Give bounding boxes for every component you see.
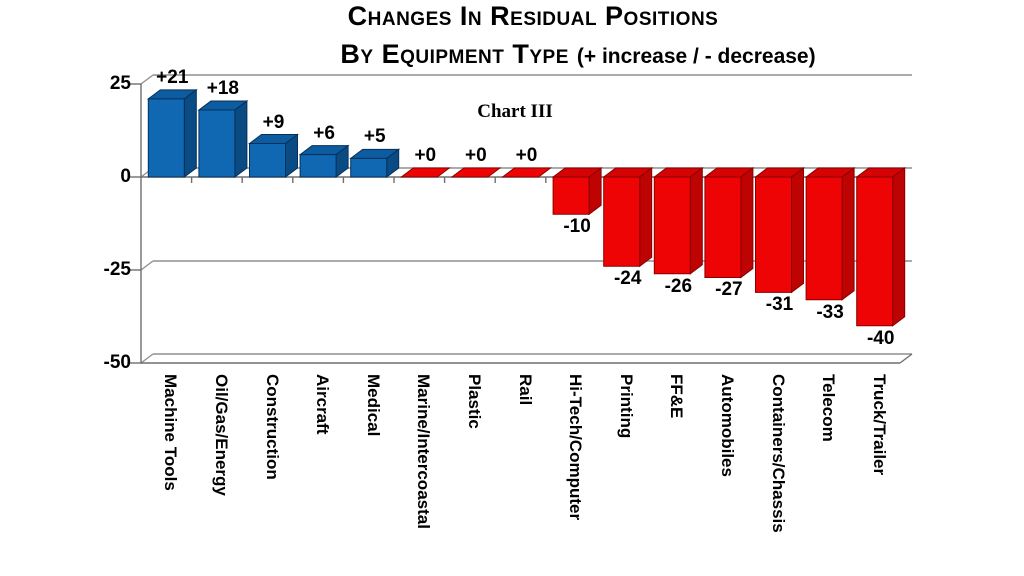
bar-face-front [755, 176, 792, 293]
bar-face-front [552, 176, 590, 215]
bar-face-top [399, 167, 451, 178]
chart-annotation: Chart III [477, 101, 553, 122]
bar-telecom [804, 167, 856, 301]
chart-title-line2: By Equipment Type (+ increase / - decreas… [178, 39, 978, 70]
wall-diagonal--25 [140, 260, 154, 271]
wall-diagonal-25 [140, 74, 154, 85]
bar-marine-intercoastal [399, 167, 451, 178]
bar-face-front [249, 143, 286, 178]
floor-right-diagonal [899, 353, 913, 364]
bar-face-side [689, 167, 703, 275]
bar-face-top [501, 167, 552, 178]
bar-printing [602, 167, 654, 268]
bar-ff-e [652, 167, 704, 275]
bar-containers-chassis [754, 167, 805, 294]
bar-face-side [791, 167, 804, 294]
bar-rail [501, 167, 552, 178]
bar-construction [248, 133, 299, 178]
bar-oil-gas-energy [197, 100, 249, 178]
bar-face-side [639, 167, 653, 268]
chart-title-line1: Changes In Residual Positions [347, 1, 719, 31]
bar-face-side [740, 167, 754, 279]
bar-hi-tech-computer [551, 167, 603, 216]
bar-face-front [147, 98, 185, 178]
bar-machine-tools [146, 88, 198, 178]
bar-face-front [198, 109, 236, 178]
wall-diagonal--50 [140, 353, 154, 364]
bar-face-front [603, 176, 641, 267]
bar-face-front [805, 176, 843, 301]
bar-medical [349, 148, 401, 178]
bar-face-side [234, 100, 248, 178]
bar-face-front [856, 176, 894, 327]
bar-truck-trailer [855, 167, 907, 327]
bar-plastic [450, 167, 502, 178]
bar-face-side [892, 167, 906, 327]
bar-automobiles [703, 167, 755, 279]
bar-face-top [450, 167, 502, 178]
bar-face-front [350, 157, 388, 178]
chart-title-line2-note: (+ increase / - decrease) [576, 45, 816, 68]
bar-face-side [183, 88, 197, 178]
bar-aircraft [298, 144, 350, 178]
chart-title-line2-main: By Equipment Type [340, 39, 569, 69]
bar-face-front [299, 154, 337, 178]
bar-face-front [704, 176, 742, 278]
bar-face-side [841, 167, 855, 301]
bar-face-front [653, 176, 691, 275]
